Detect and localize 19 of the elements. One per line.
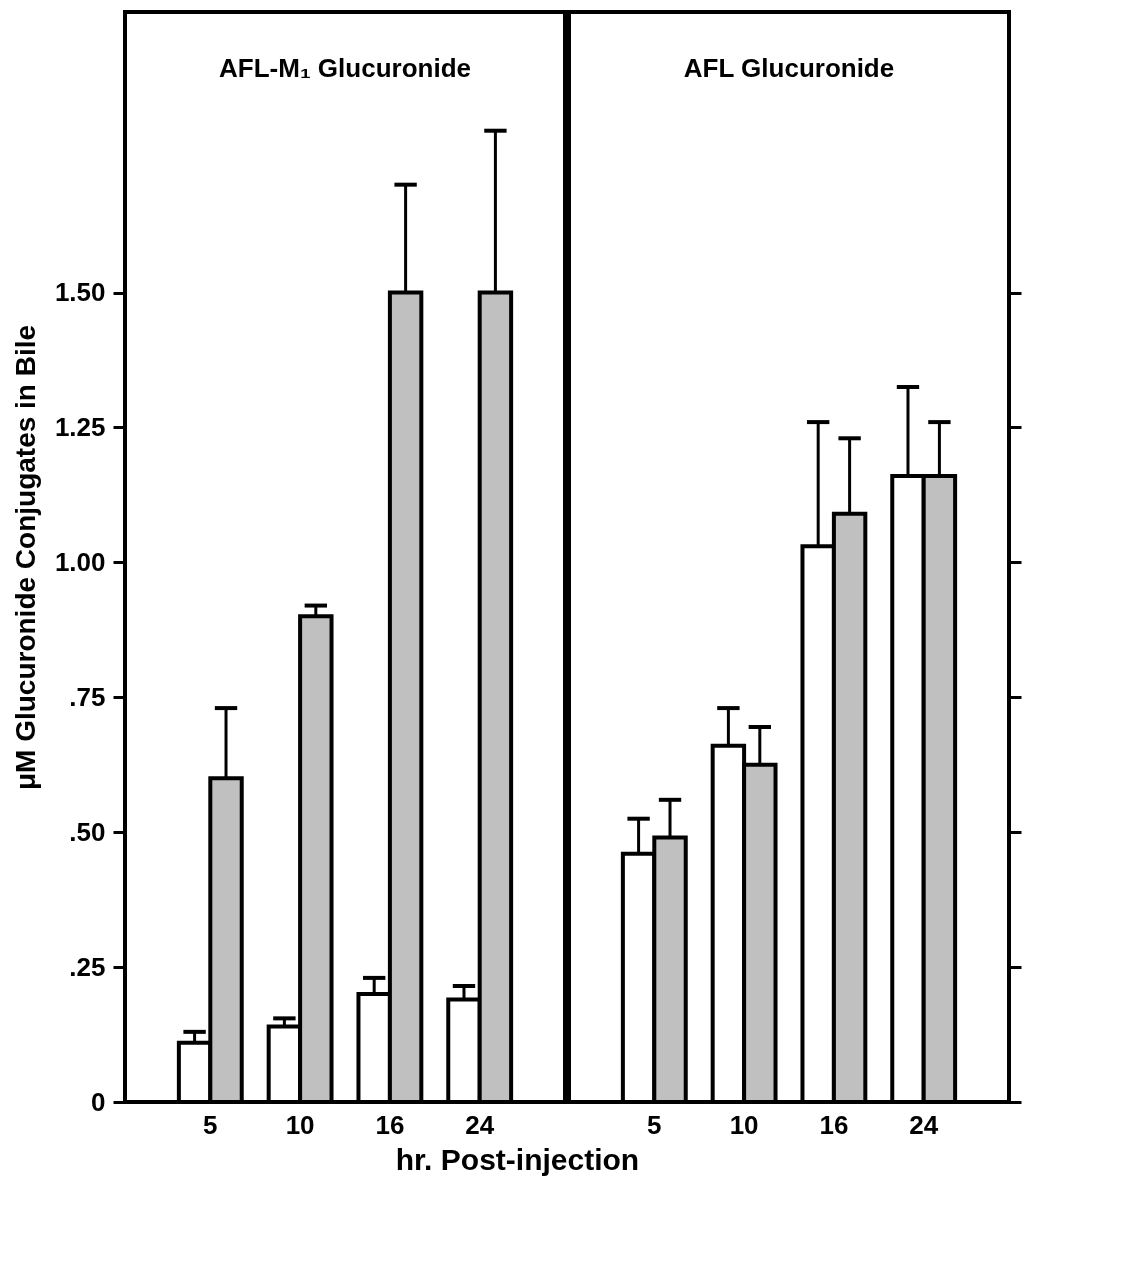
y-tick-label: .50 xyxy=(69,816,106,847)
y-tick-label: 1.50 xyxy=(54,277,106,308)
x-tick-label: 16 xyxy=(819,1109,849,1140)
y-tick-label: .25 xyxy=(69,951,106,982)
x-tick-label: 5 xyxy=(203,1109,218,1140)
y-tick-label: 0 xyxy=(91,1086,106,1117)
text: AFL-M₁ Glucuronide xyxy=(219,53,471,83)
x-tick-label: 10 xyxy=(729,1109,759,1140)
x-tick-label: 10 xyxy=(285,1109,315,1140)
y-tick-label: .75 xyxy=(69,681,106,712)
text: AFL Glucuronide xyxy=(683,53,895,83)
x-axis-title: hr. Post-injection xyxy=(395,1143,640,1176)
x-tick-label: 24 xyxy=(465,1109,495,1140)
x-tick-label: 16 xyxy=(375,1109,405,1140)
x-tick-label: 24 xyxy=(909,1109,939,1140)
y-tick-label: 1.25 xyxy=(54,412,106,442)
x-tick-label: 5 xyxy=(647,1109,662,1140)
y-tick-label: 1.00 xyxy=(54,546,106,577)
y-axis-title: μM Glucuronide Conjugates in Bile xyxy=(9,324,41,791)
